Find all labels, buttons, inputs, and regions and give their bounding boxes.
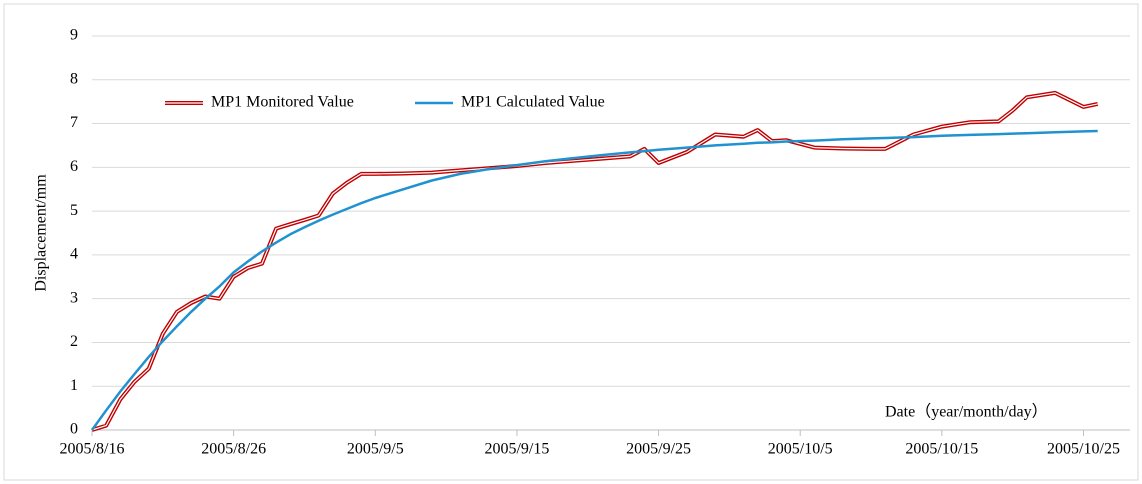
y-tick-label: 6 <box>70 158 78 175</box>
x-tick-label: 2005/10/5 <box>768 441 833 458</box>
y-tick-label: 0 <box>70 421 78 438</box>
series-line <box>90 129 1098 431</box>
legend-label: MP1 Calculated Value <box>461 94 605 111</box>
y-tick-label: 4 <box>70 246 78 263</box>
x-tick-label: 2005/9/25 <box>626 441 691 458</box>
x-tick-label: 2005/9/15 <box>484 441 549 458</box>
y-tick-label: 9 <box>70 27 78 44</box>
y-tick-label: 2 <box>70 333 78 350</box>
legend-label: MP1 Monitored Value <box>211 94 354 111</box>
y-tick-label: 3 <box>70 289 78 306</box>
y-tick-label: 7 <box>70 114 78 131</box>
y-tick-label: 8 <box>70 70 78 87</box>
y-tick-label: 5 <box>70 202 78 219</box>
x-axis-annotation: Date（year/month/day） <box>885 403 1048 421</box>
chart-frame <box>3 3 1139 481</box>
x-tick-label: 2005/8/26 <box>201 441 266 458</box>
x-tick-label: 2005/8/16 <box>60 441 125 458</box>
y-tick-label: 1 <box>70 377 78 394</box>
y-axis-label: Displacement/mm <box>33 174 50 292</box>
x-tick-label: 2005/10/15 <box>905 441 978 458</box>
x-tick-label: 2005/10/25 <box>1047 441 1120 458</box>
x-tick-label: 2005/9/5 <box>347 441 404 458</box>
